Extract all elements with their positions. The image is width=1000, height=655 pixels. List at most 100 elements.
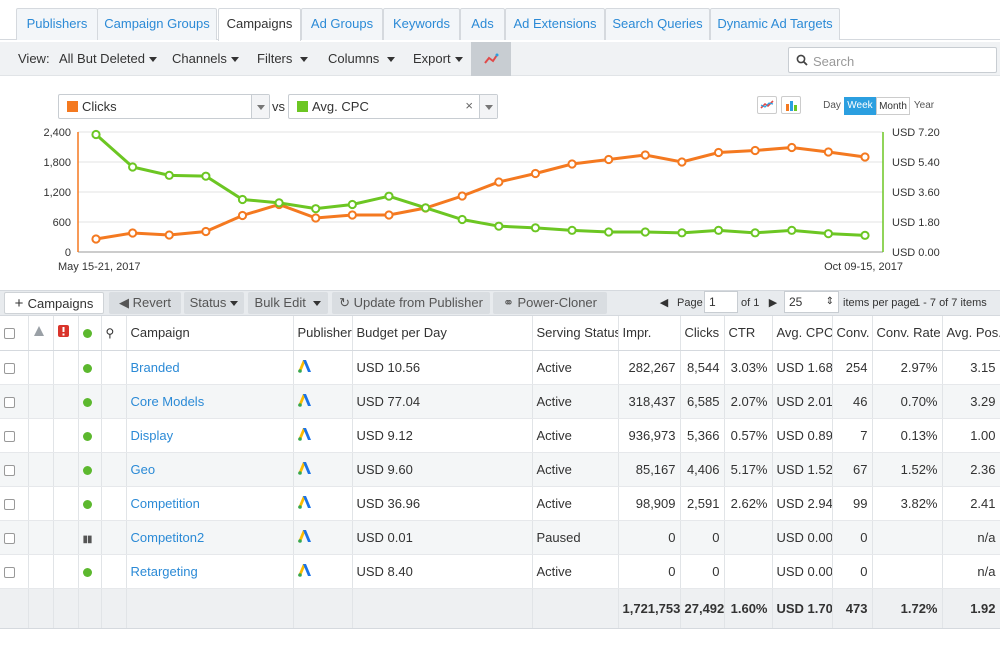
revert-button[interactable]: ◀ Revert xyxy=(109,292,181,314)
chevron-down-icon[interactable] xyxy=(479,95,497,118)
power-cloner-button[interactable]: ⚭ Power-Cloner xyxy=(493,292,607,314)
conv-rate-header[interactable]: Conv. Rate xyxy=(872,316,943,351)
tab-ads[interactable]: Ads xyxy=(460,8,505,40)
conv-cell: 0 xyxy=(832,520,873,555)
error-header xyxy=(53,316,79,351)
data-point xyxy=(750,228,760,238)
row-checkbox[interactable] xyxy=(4,362,15,374)
campaign-name-link[interactable]: Display xyxy=(126,418,294,453)
caret-down-icon xyxy=(149,57,157,63)
graph-toggle-button[interactable] xyxy=(471,42,511,76)
channels-dropdown[interactable]: Channels xyxy=(172,42,239,76)
data-point xyxy=(164,170,174,180)
metric-select-left[interactable]: Clicks xyxy=(58,94,270,119)
row-select-cell[interactable] xyxy=(0,486,29,521)
y-left-tick-label: 1,800 xyxy=(43,157,71,169)
chevron-down-icon[interactable] xyxy=(251,95,269,118)
active-status-icon[interactable] xyxy=(82,465,92,475)
bar-chart-type-button[interactable] xyxy=(781,96,801,114)
series-line xyxy=(95,145,866,241)
range-year-button[interactable]: Year xyxy=(913,100,935,111)
per-page-select[interactable]: 25 ⇕ xyxy=(784,291,839,313)
tab-ad-extensions[interactable]: Ad Extensions xyxy=(505,8,605,40)
row-select-cell[interactable] xyxy=(0,350,29,385)
row-checkbox[interactable] xyxy=(4,464,15,476)
channels-label: Channels xyxy=(172,51,227,66)
data-point xyxy=(713,225,724,235)
row-checkbox[interactable] xyxy=(4,566,15,578)
data-point xyxy=(128,228,138,238)
tab-campaigns[interactable]: Campaigns xyxy=(218,8,301,41)
update-from-publisher-button[interactable]: ↻ Update from Publisher xyxy=(332,292,490,314)
range-day-button[interactable]: Day xyxy=(823,100,841,111)
campaign-name-link[interactable]: Retargeting xyxy=(126,554,294,589)
tab-ad-groups[interactable]: Ad Groups xyxy=(301,8,383,40)
tab-campaign-groups[interactable]: Campaign Groups xyxy=(97,8,217,40)
pause-icon[interactable]: ▮▮ xyxy=(82,533,93,545)
data-point xyxy=(640,150,650,160)
budget-header[interactable]: Budget per Day xyxy=(352,316,533,351)
select-all-header[interactable] xyxy=(0,316,29,351)
clicks-header[interactable]: Clicks xyxy=(680,316,725,351)
campaign-name-link[interactable]: Geo xyxy=(126,452,294,487)
metric-color-swatch xyxy=(297,101,308,112)
avg-pos-header[interactable]: Avg. Pos. xyxy=(942,316,1000,351)
row-checkbox[interactable] xyxy=(4,498,15,510)
select-all-checkbox[interactable] xyxy=(4,328,15,340)
campaign-name-link[interactable]: Competition xyxy=(126,486,294,521)
filters-dropdown[interactable]: Filters xyxy=(257,42,309,76)
data-point xyxy=(494,221,504,231)
row-select-cell[interactable] xyxy=(0,418,29,453)
row-checkbox[interactable] xyxy=(4,532,15,544)
avg-pos-cell: 3.15 xyxy=(942,350,1000,385)
campaign-header[interactable]: Campaign xyxy=(126,316,294,351)
data-point xyxy=(237,194,248,205)
tab-publishers[interactable]: Publishers xyxy=(16,8,98,40)
bulk-edit-dropdown[interactable]: Bulk Edit xyxy=(248,292,328,314)
status-cell xyxy=(78,350,102,385)
columns-dropdown[interactable]: Columns xyxy=(328,42,395,76)
data-point xyxy=(677,228,687,238)
metric-select-right[interactable]: Avg. CPC × xyxy=(288,94,498,119)
range-week-button[interactable]: Week xyxy=(844,97,876,115)
search-input[interactable]: Search xyxy=(813,54,855,69)
row-select-cell[interactable] xyxy=(0,384,29,419)
add-campaign-button[interactable]: + Campaigns xyxy=(4,292,104,314)
search-box[interactable]: Search xyxy=(788,47,997,73)
active-status-icon[interactable] xyxy=(82,431,92,441)
row-checkbox[interactable] xyxy=(4,396,15,408)
row-select-cell[interactable] xyxy=(0,554,29,589)
row-select-cell[interactable] xyxy=(0,452,29,487)
row-select-cell[interactable] xyxy=(0,520,29,555)
ctr-header[interactable]: CTR xyxy=(724,316,773,351)
campaign-name-link[interactable]: Core Models xyxy=(126,384,294,419)
tab-keywords[interactable]: Keywords xyxy=(383,8,460,40)
next-page-icon[interactable]: ▶ xyxy=(768,297,778,309)
active-status-icon[interactable] xyxy=(82,397,92,407)
impr-header[interactable]: Impr. xyxy=(618,316,681,351)
row-checkbox[interactable] xyxy=(4,430,15,442)
campaign-name-link[interactable]: Competiton2 xyxy=(126,520,294,555)
clear-icon[interactable]: × xyxy=(465,98,473,113)
active-status-icon[interactable] xyxy=(82,363,92,373)
conv-header[interactable]: Conv. xyxy=(832,316,873,351)
view-dropdown[interactable]: All But Deleted xyxy=(59,42,157,76)
conv-rate-cell xyxy=(872,554,943,589)
range-month-button[interactable]: Month xyxy=(876,97,910,115)
active-status-icon[interactable] xyxy=(82,499,92,509)
tab-search-queries[interactable]: Search Queries xyxy=(605,8,710,40)
publisher-header[interactable]: Publisher xyxy=(293,316,353,351)
tab-dynamic-ad-targets[interactable]: Dynamic Ad Targets xyxy=(710,8,840,40)
warning-cell xyxy=(28,486,54,521)
page-input[interactable]: 1 xyxy=(704,291,738,313)
prev-page-icon[interactable]: ◀ xyxy=(659,297,669,309)
export-dropdown[interactable]: Export xyxy=(413,42,463,76)
conv-cell: 0 xyxy=(832,554,873,589)
avg-cpc-header[interactable]: Avg. CPC xyxy=(772,316,833,351)
serving-status-header[interactable]: Serving Status xyxy=(532,316,619,351)
campaign-name-link[interactable]: Branded xyxy=(126,350,294,385)
line-chart-type-button[interactable] xyxy=(757,96,777,114)
status-dropdown[interactable]: Status xyxy=(184,292,244,314)
active-status-icon[interactable] xyxy=(82,567,92,577)
y-left-tick-label: 2,400 xyxy=(43,127,71,139)
